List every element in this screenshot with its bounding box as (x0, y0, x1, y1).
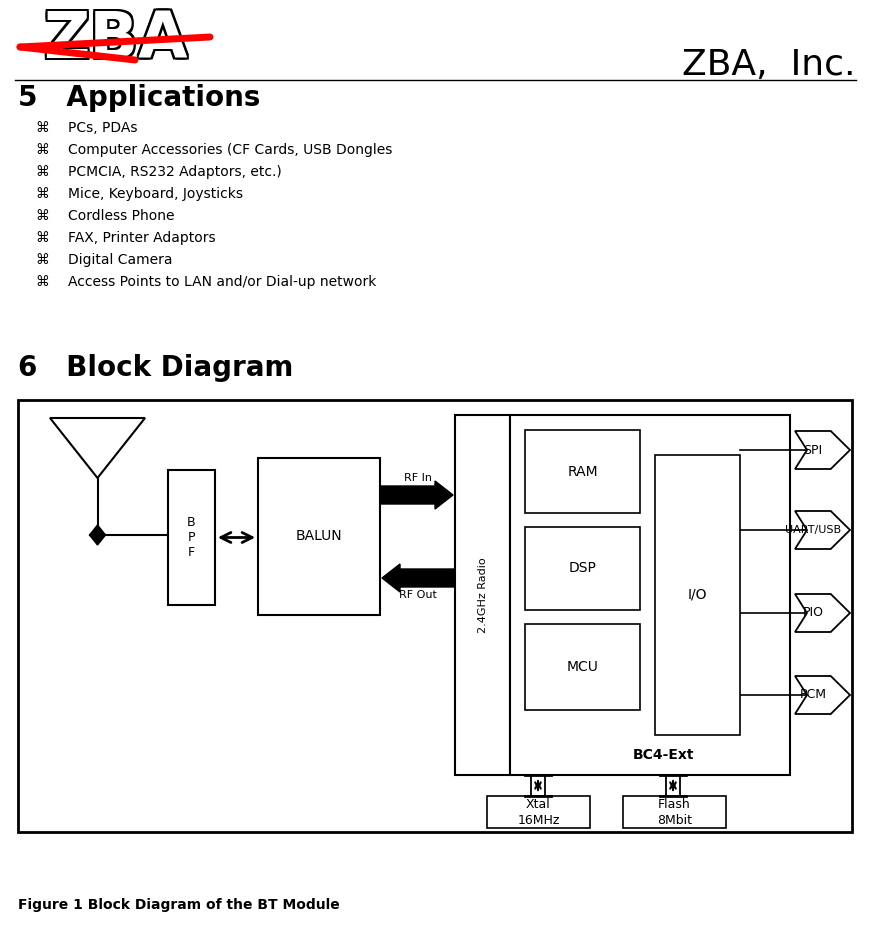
Bar (525, 624, 640, 710)
Text: PIO: PIO (803, 606, 824, 619)
Polygon shape (795, 431, 850, 469)
Bar (455, 415, 510, 775)
Text: 5   Applications: 5 Applications (18, 84, 260, 112)
Text: I/O: I/O (688, 588, 707, 602)
Text: ⌘: ⌘ (35, 253, 49, 267)
Bar (258, 458, 380, 615)
Text: ZBA,  Inc.: ZBA, Inc. (681, 48, 855, 82)
Text: BALUN: BALUN (295, 530, 342, 544)
Text: ZBA: ZBA (41, 7, 186, 69)
Polygon shape (90, 525, 105, 545)
FancyArrow shape (382, 564, 455, 592)
Text: ⌘: ⌘ (35, 121, 49, 135)
Text: ZBA: ZBA (44, 9, 189, 71)
Bar (525, 430, 640, 513)
Text: Flash
8Mbit: Flash 8Mbit (657, 798, 692, 827)
Text: ZBA: ZBA (44, 11, 189, 73)
Text: MCU: MCU (566, 660, 598, 674)
Text: ZBA: ZBA (41, 11, 186, 73)
Text: ⌘: ⌘ (35, 231, 49, 245)
Text: PCMCIA, RS232 Adaptors, etc.): PCMCIA, RS232 Adaptors, etc.) (68, 165, 281, 179)
Text: DSP: DSP (569, 562, 597, 576)
Text: ZBA: ZBA (43, 9, 187, 71)
Text: 6   Block Diagram: 6 Block Diagram (18, 354, 294, 382)
Polygon shape (795, 676, 850, 714)
Text: ZBA: ZBA (41, 9, 186, 71)
Polygon shape (795, 594, 850, 632)
Text: BC4-Ext: BC4-Ext (633, 748, 695, 762)
Text: RAM: RAM (567, 464, 598, 479)
Bar (525, 527, 640, 610)
Text: Figure 1 Block Diagram of the BT Module: Figure 1 Block Diagram of the BT Module (18, 898, 340, 912)
Text: ⌘: ⌘ (35, 165, 49, 179)
Polygon shape (795, 511, 850, 549)
FancyArrow shape (380, 481, 453, 509)
Text: ZBA: ZBA (44, 7, 189, 69)
Text: Computer Accessories (CF Cards, USB Dongles: Computer Accessories (CF Cards, USB Dong… (68, 143, 392, 157)
Bar (168, 470, 215, 605)
Text: Mice, Keyboard, Joysticks: Mice, Keyboard, Joysticks (68, 187, 243, 201)
Text: Cordless Phone: Cordless Phone (68, 209, 174, 223)
Text: ⌘: ⌘ (35, 143, 49, 157)
Text: B
P
F: B P F (187, 516, 196, 559)
Bar (623, 796, 726, 828)
Text: Xtal
16MHz: Xtal 16MHz (517, 798, 560, 827)
Text: ⌘: ⌘ (35, 209, 49, 223)
Text: 2.4GHz Radio: 2.4GHz Radio (477, 557, 488, 632)
Text: PCs, PDAs: PCs, PDAs (68, 121, 138, 135)
Bar (18, 400, 852, 832)
Text: Digital Camera: Digital Camera (68, 253, 172, 267)
Bar (510, 415, 790, 775)
Text: Access Points to LAN and/or Dial-up network: Access Points to LAN and/or Dial-up netw… (68, 275, 376, 289)
Text: SPI: SPI (804, 444, 823, 457)
Polygon shape (50, 418, 145, 478)
Text: ⌘: ⌘ (35, 275, 49, 289)
Text: ZBA: ZBA (43, 9, 187, 71)
Text: FAX, Printer Adaptors: FAX, Printer Adaptors (68, 231, 216, 245)
Text: RF Out: RF Out (399, 590, 436, 600)
Text: PCM: PCM (800, 688, 827, 701)
Text: UART/USB: UART/USB (785, 525, 841, 535)
Text: ⌘: ⌘ (35, 187, 49, 201)
Text: ZBA: ZBA (43, 7, 187, 69)
Text: RF In: RF In (403, 473, 431, 483)
Bar (655, 455, 740, 735)
Text: ZBA: ZBA (43, 11, 187, 73)
Bar (487, 796, 590, 828)
